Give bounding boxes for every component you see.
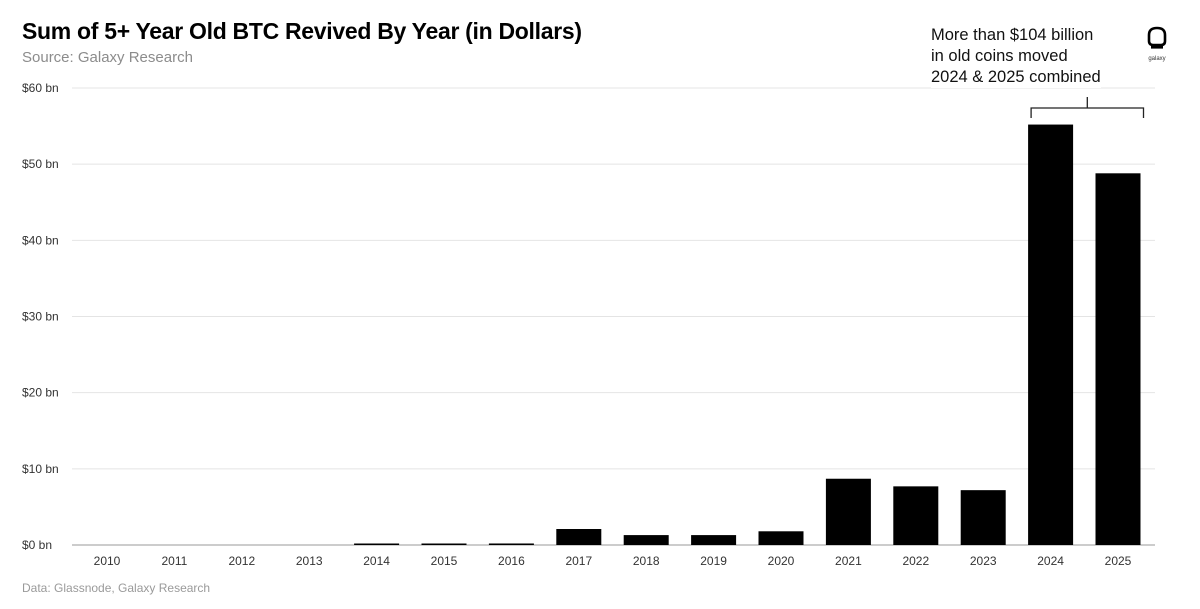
bar-2025 (1095, 173, 1141, 545)
bar-2014 (354, 543, 400, 545)
x-tick-label: 2025 (1105, 554, 1132, 568)
x-tick-label: 2017 (565, 554, 592, 568)
annotation-line-1: More than $104 billion (931, 26, 1094, 44)
x-tick-label: 2019 (700, 554, 727, 568)
galaxy-logo-icon (1147, 26, 1167, 49)
bar-2017 (556, 529, 602, 545)
x-tick-label: 2022 (902, 554, 929, 568)
x-tick-label: 2023 (970, 554, 997, 568)
chart-subtitle: Source: Galaxy Research (22, 49, 193, 66)
annotation-line-3: 2024 & 2025 combined (931, 68, 1101, 86)
bar-2022 (893, 486, 939, 545)
annotation-callout: More than $104 billion in old coins move… (931, 25, 1101, 88)
bar-2024 (1028, 124, 1074, 545)
x-tick-label: 2021 (835, 554, 862, 568)
bar-2015 (421, 543, 467, 545)
y-tick-label: $20 bn (22, 386, 59, 400)
y-tick-label: $10 bn (22, 462, 59, 476)
annotation-bracket (1030, 97, 1145, 118)
x-tick-label: 2016 (498, 554, 525, 568)
y-tick-label: $30 bn (22, 310, 59, 324)
bar-2023 (960, 490, 1006, 545)
x-tick-label: 2014 (363, 554, 390, 568)
logo-text: galaxy (1148, 56, 1166, 62)
galaxy-logo: galaxy (1143, 26, 1171, 62)
x-tick-label: 2010 (94, 554, 121, 568)
x-tick-label: 2018 (633, 554, 660, 568)
gridlines (72, 87, 1155, 546)
y-tick-label: $40 bn (22, 233, 59, 247)
bar-2021 (825, 478, 871, 545)
y-tick-label: $50 bn (22, 157, 59, 171)
y-axis-tick-labels: $0 bn $10 bn $20 bn $30 bn $40 bn $50 bn $60 b… (22, 81, 59, 552)
x-tick-label: 2012 (228, 554, 255, 568)
bar-2018 (623, 535, 669, 545)
x-tick-label: 2013 (296, 554, 323, 568)
y-tick-label: $60 bn (22, 81, 59, 95)
x-axis-tick-labels: 2010 2011 2012 2013 2014 2015 2016 2017 2018 2019… (94, 554, 1132, 568)
bar-2016 (488, 543, 534, 545)
x-tick-label: 2024 (1037, 554, 1064, 568)
bars (354, 124, 1141, 545)
bracket-line (1030, 97, 1145, 118)
x-tick-label: 2015 (431, 554, 458, 568)
x-tick-label: 2011 (161, 554, 187, 568)
chart-title: Sum of 5+ Year Old BTC Revived By Year (… (22, 18, 582, 44)
data-source-note: Data: Glassnode, Galaxy Research (22, 581, 211, 595)
y-tick-label: $0 bn (22, 538, 52, 552)
annotation-line-2: in old coins moved (931, 47, 1068, 65)
x-tick-label: 2020 (768, 554, 795, 568)
bar-2020 (758, 531, 804, 545)
bar-2019 (691, 535, 737, 545)
